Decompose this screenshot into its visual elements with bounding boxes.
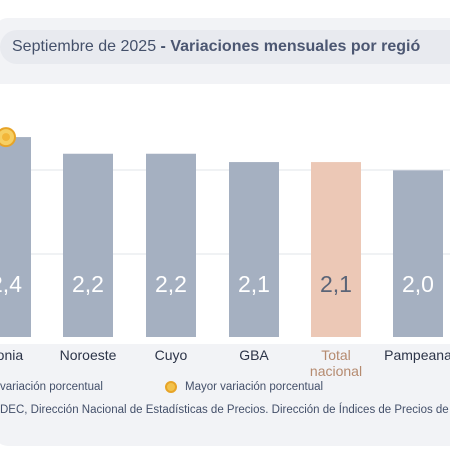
- value-label: 2,2: [72, 271, 104, 297]
- category-label: Total: [321, 347, 351, 363]
- legend-item-variation: variación porcentual: [0, 381, 103, 393]
- title-bar: [0, 30, 450, 64]
- highlight-marker-core: [2, 133, 10, 142]
- title-main: Variaciones mensuales por regió: [170, 38, 421, 55]
- category-label: Pampeana: [384, 347, 450, 363]
- category-label: gonia: [0, 347, 23, 363]
- title-date: Septiembre de 2025: [12, 38, 157, 55]
- source-note: DEC, Dirección Nacional de Estadísticas …: [0, 404, 449, 416]
- bar: [311, 162, 361, 337]
- category-label: nacional: [310, 363, 362, 379]
- bar: [393, 170, 443, 337]
- value-label: 2,1: [320, 271, 352, 297]
- title-separator: -: [156, 38, 171, 55]
- legend-item-highlight: Mayor variación porcentual: [185, 381, 324, 393]
- value-label: 2,1: [238, 271, 270, 297]
- category-label: GBA: [239, 347, 269, 363]
- bar: [146, 153, 196, 337]
- chart-title: Septiembre de 2025 - Variaciones mensual…: [12, 38, 420, 56]
- bar: [229, 162, 279, 337]
- value-label: 2,2: [155, 271, 187, 297]
- highlight-dot-icon: [165, 381, 177, 393]
- bar: [63, 153, 113, 337]
- bar: [0, 137, 31, 337]
- category-label: Noroeste: [60, 347, 117, 363]
- value-label: 2,4: [0, 271, 22, 297]
- category-label: Cuyo: [155, 347, 188, 363]
- value-label: 2,0: [402, 271, 434, 297]
